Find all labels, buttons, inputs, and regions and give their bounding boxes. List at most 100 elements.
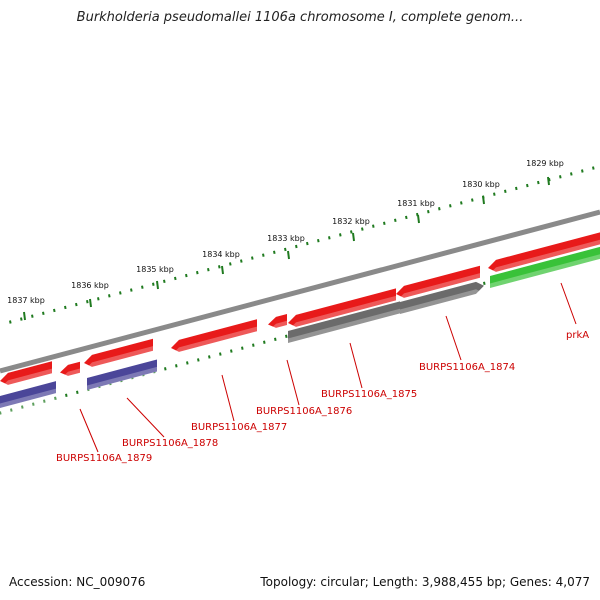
- gene-arrow-body: [288, 288, 396, 327]
- gene-arrow-shade: [171, 326, 257, 360]
- scale-tick-label: 1832 kbp: [332, 217, 370, 226]
- scale-dot: [537, 180, 540, 185]
- scale-dot: [10, 408, 13, 412]
- gene-arrow-1874-top: [396, 265, 480, 306]
- gene-leader-line: [79, 408, 99, 453]
- scale-dot: [372, 224, 375, 228]
- gene-arrow-body: [87, 359, 157, 390]
- scale-major-tick: [221, 265, 224, 275]
- scale-dot: [207, 268, 210, 272]
- scale-dot: [471, 198, 474, 202]
- scale-dot: [119, 291, 122, 295]
- gene-arrow-shade: [84, 346, 153, 375]
- scale-dot: [175, 364, 178, 368]
- gene-arrow-body: [171, 319, 257, 352]
- scale-dot: [218, 265, 221, 269]
- scale-dot: [285, 334, 288, 339]
- scale-major-tick: [417, 214, 420, 224]
- scale-dot: [317, 238, 320, 243]
- gene-arrow-shade: [87, 366, 157, 398]
- scale-dot: [174, 276, 177, 281]
- gene-arrow-shade: [268, 320, 287, 335]
- scale-dot: [263, 340, 266, 344]
- scale-dot: [493, 192, 496, 196]
- gene-label: BURPS1106A_1879: [56, 453, 152, 464]
- map-title: Burkholderia pseudomallei 1106a chromoso…: [76, 10, 524, 25]
- gene-leader-line: [221, 374, 235, 422]
- gene-label: prkA: [566, 330, 589, 341]
- scale-dot: [339, 233, 342, 237]
- scale-major-tick: [23, 311, 26, 321]
- scale-dot: [108, 294, 111, 298]
- gene-arrow-1878b: [84, 338, 153, 375]
- gene-arrow-1879-top: [0, 361, 52, 393]
- scale-dot: [86, 299, 89, 304]
- gene-label: BURPS1106A_1874: [419, 362, 515, 373]
- gene-arrow-1874-bottom: [400, 281, 484, 322]
- scale-dot: [64, 305, 67, 310]
- scale-dot: [163, 279, 166, 284]
- scale-tick-label: 1836 kbp: [71, 281, 109, 290]
- scale-dot: [252, 343, 255, 347]
- scale-dot: [229, 262, 232, 266]
- scale-tick-label: 1833 kbp: [267, 234, 305, 243]
- scale-dot: [504, 189, 507, 194]
- gene-arrow-body: [288, 301, 400, 343]
- gene-arrow-body: [400, 281, 484, 314]
- scale-dot: [438, 207, 441, 211]
- gene-arrow-1879-bottom: [0, 381, 56, 416]
- scale-dot: [559, 175, 562, 179]
- gene-leader-line: [560, 282, 577, 325]
- gene-arrow-shade: [60, 368, 80, 383]
- scale-dot: [65, 393, 68, 398]
- genome-summary-text: Topology: circular; Length: 3,988,455 bp…: [260, 575, 590, 589]
- gene-arrow-shade: [0, 368, 52, 393]
- gene-arrow-prkA-bottom: [490, 246, 600, 296]
- scale-dot: [53, 308, 56, 313]
- scale-dot: [240, 259, 243, 263]
- scale-dot: [20, 317, 23, 321]
- gene-arrow-body: [60, 361, 80, 376]
- gene-arrow-shade: [490, 254, 600, 296]
- scale-dot: [284, 247, 287, 252]
- scale-dot: [251, 256, 254, 260]
- scale-dot: [460, 201, 463, 205]
- scale-major-tick: [287, 250, 290, 260]
- scale-dot: [196, 270, 199, 275]
- scale-dot: [405, 215, 408, 220]
- gene-label: BURPS1106A_1876: [256, 406, 352, 417]
- scale-tick-label: 1837 kbp: [7, 296, 45, 305]
- scale-dot: [361, 227, 364, 231]
- gene-leader-line: [286, 359, 300, 406]
- scale-dot: [350, 230, 353, 234]
- scale-tick-label: 1829 kbp: [526, 159, 564, 168]
- scale-dot: [208, 355, 211, 359]
- scale-major-tick: [352, 232, 355, 242]
- scale-dot: [306, 241, 309, 246]
- scale-dot: [394, 218, 397, 223]
- scale-dot: [54, 396, 57, 400]
- scale-dot: [427, 209, 430, 214]
- gene-arrow-1878a: [60, 361, 80, 383]
- gene-arrow-1876: [268, 313, 287, 335]
- scale-dot: [230, 349, 233, 353]
- scale-dot: [328, 236, 331, 240]
- gene-leader-line: [349, 342, 363, 389]
- scale-dot: [449, 204, 452, 208]
- scale-dot: [21, 405, 24, 409]
- scale-dot: [219, 352, 222, 356]
- scale-dot: [130, 288, 133, 292]
- scale-tick-label: 1831 kbp: [397, 199, 435, 208]
- scale-dot: [185, 273, 188, 278]
- scale-dot: [273, 250, 276, 255]
- gene-label: BURPS1106A_1875: [321, 389, 417, 400]
- gene-arrow-shade: [288, 308, 400, 351]
- outer-scale: [9, 166, 595, 324]
- gene-arrow-body: [488, 232, 600, 272]
- gene-arrow-1878-bottom: [87, 359, 157, 398]
- scale-tick-label: 1834 kbp: [202, 250, 240, 259]
- scale-dot: [152, 282, 155, 286]
- gene-label: BURPS1106A_1877: [191, 422, 287, 433]
- scale-dot: [141, 285, 144, 289]
